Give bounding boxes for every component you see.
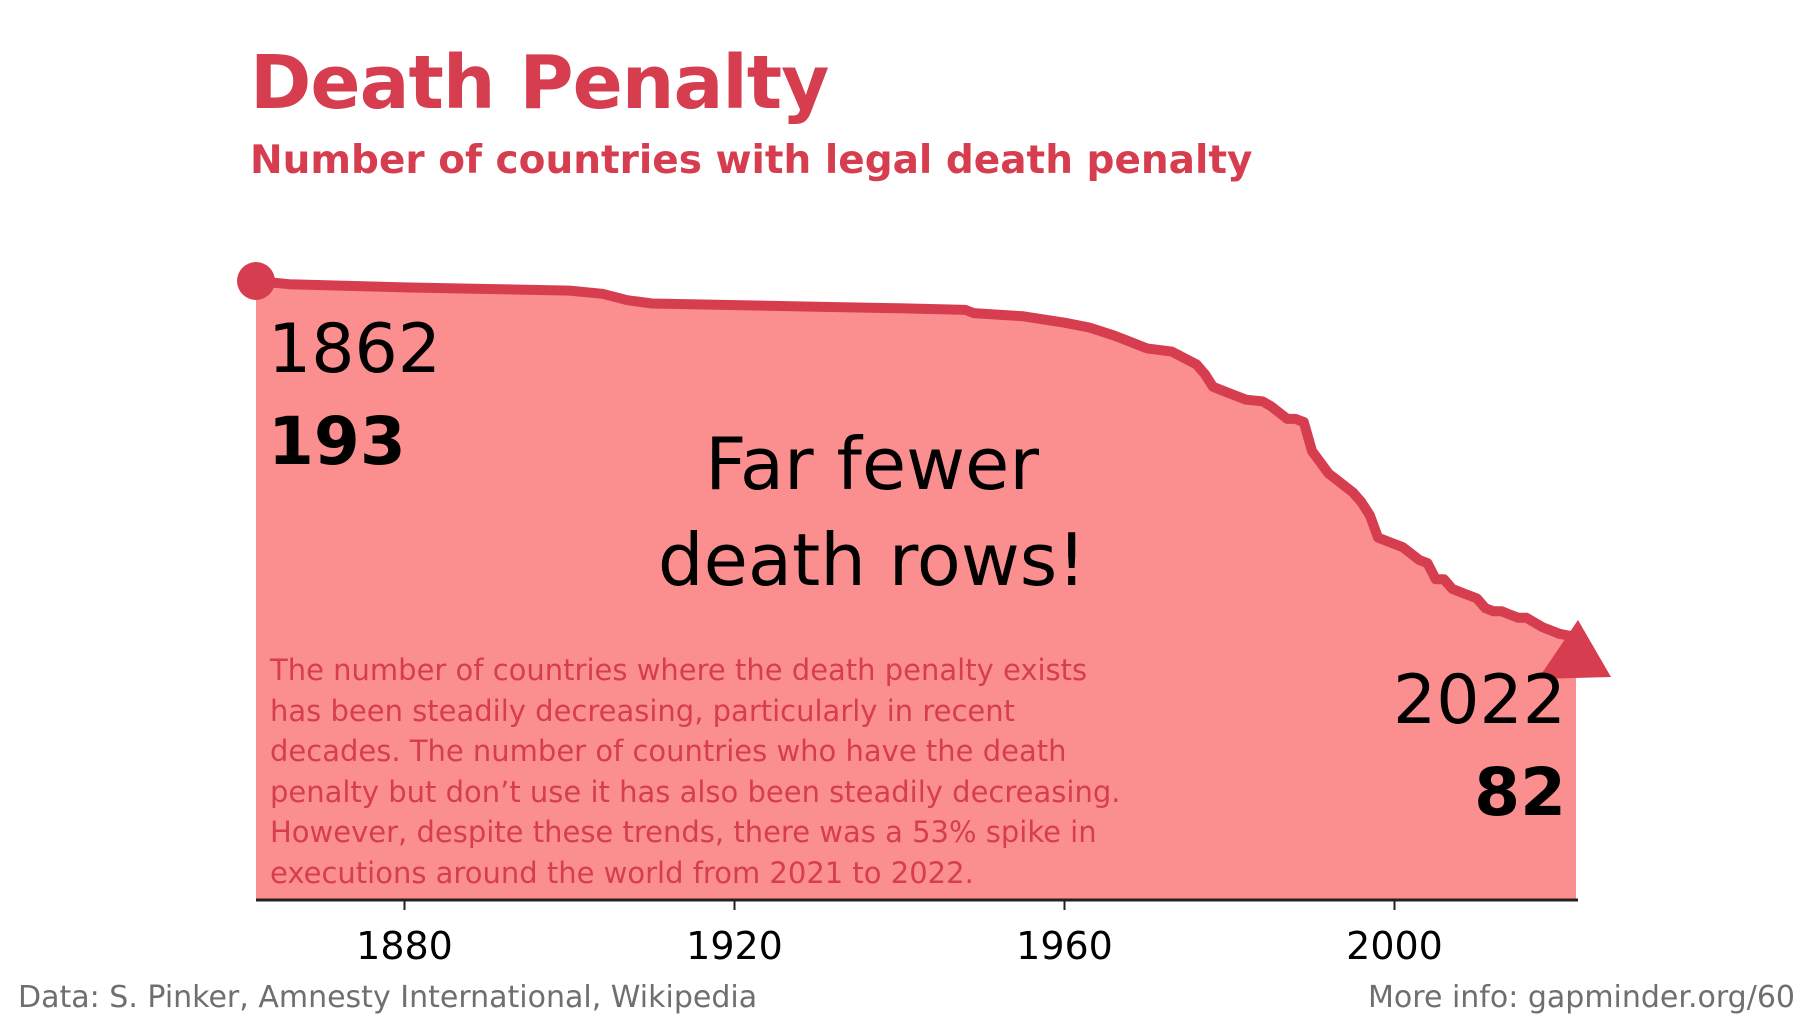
x-tick-label: 1880: [356, 924, 453, 968]
chart-subtitle: Number of countries with legal death pen…: [250, 138, 1253, 183]
area-fill: [256, 281, 1576, 900]
description-line: However, despite these trends, there was…: [270, 815, 1097, 849]
description-line: The number of countries where the death …: [270, 653, 1088, 687]
more-info-link[interactable]: More info: gapminder.org/60: [1368, 980, 1795, 1015]
x-tick-label: 2000: [1346, 924, 1443, 968]
annotation-line-1: Far fewer: [705, 422, 1039, 506]
end-arrow-marker: [1538, 620, 1611, 680]
start-year-label: 1862: [268, 310, 441, 389]
description-line: decades. The number of countries who hav…: [270, 734, 1067, 768]
series-line: [251, 276, 1581, 642]
x-tick-label: 1920: [686, 924, 783, 968]
chart-title: Death Penalty: [250, 40, 829, 126]
description-text: The number of countries where the death …: [270, 650, 1200, 893]
description-line: executions around the world from 2021 to…: [270, 855, 974, 890]
x-axis-ticks: 1880 1920 1960 2000: [356, 900, 1443, 968]
description-line: penalty but don’t use it has also been s…: [270, 774, 1121, 809]
annotation-line-2: death rows!: [658, 518, 1086, 602]
start-point-marker: [237, 262, 275, 300]
end-year-label: 2022: [1393, 661, 1566, 740]
x-tick-label: 1960: [1016, 924, 1113, 968]
start-value-label: 193: [268, 403, 406, 480]
source-note: Data: S. Pinker, Amnesty International, …: [18, 980, 758, 1015]
end-value-label: 82: [1474, 754, 1566, 831]
description-line: has been steadily decreasing, particular…: [270, 693, 1016, 728]
